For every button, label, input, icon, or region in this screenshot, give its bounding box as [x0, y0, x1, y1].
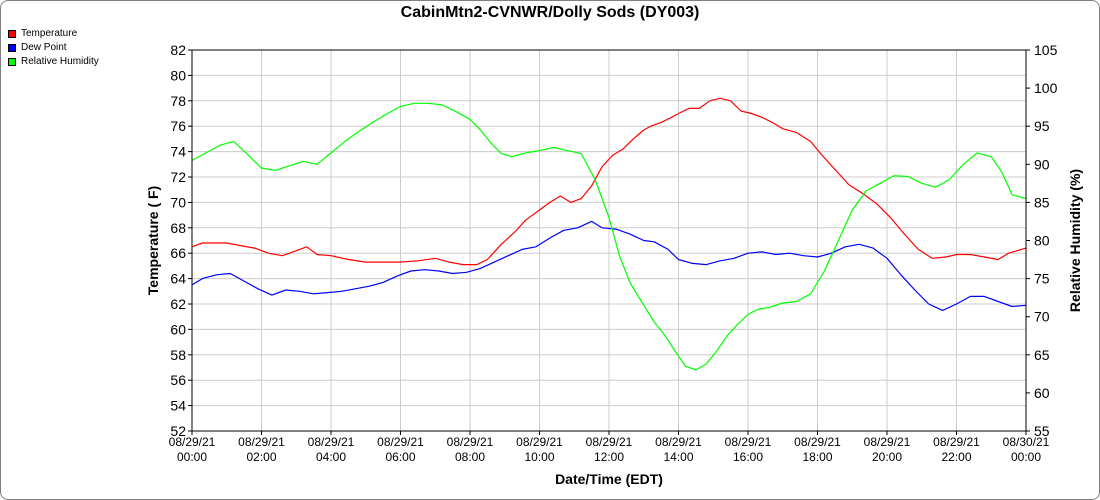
- y2-tick-label: 105: [1034, 42, 1058, 58]
- x-tick-date: 08/29/21: [794, 435, 841, 449]
- legend-item-temperature: Temperature: [8, 27, 99, 41]
- x-tick-time: 06:00: [385, 450, 415, 464]
- series-line-temperature: [191, 97, 1027, 266]
- x-tick-time: 20:00: [872, 450, 902, 464]
- x-tick-date: 08/29/21: [447, 435, 494, 449]
- x-tick-time: 10:00: [524, 450, 554, 464]
- y-tick-label: 74: [170, 144, 186, 160]
- x-tick-date: 08/29/21: [864, 435, 911, 449]
- y-tick-label: 82: [170, 42, 186, 58]
- x-tick-time: 18:00: [802, 450, 832, 464]
- y-tick-label: 60: [170, 321, 186, 337]
- x-tick-time: 12:00: [594, 450, 624, 464]
- y-tick-label: 64: [170, 271, 186, 287]
- y-tick-label: 68: [170, 220, 186, 236]
- series-lines: [191, 97, 1027, 371]
- y2-tick-label: 95: [1034, 118, 1050, 134]
- x-tick-date: 08/29/21: [725, 435, 772, 449]
- y-tick-label: 72: [170, 169, 186, 185]
- right-axis-ticks: 55 60 65 70 75 80 85 90 95 100 105: [1026, 42, 1058, 439]
- x-axis-ticks: 08/29/2100:0008/29/2102:0008/29/2104:000…: [169, 431, 1050, 464]
- x-tick-date: 08/29/21: [655, 435, 702, 449]
- y2-tick-label: 80: [1034, 233, 1050, 249]
- x-tick-date: 08/29/21: [586, 435, 633, 449]
- x-tick-time: 00:00: [177, 450, 207, 464]
- legend-item-relative-humidity: Relative Humidity: [8, 55, 99, 69]
- x-tick-time: 08:00: [455, 450, 485, 464]
- x-tick-date: 08/29/21: [516, 435, 563, 449]
- legend-swatch-temperature: [8, 30, 16, 38]
- y-axis-title: Temperature ( F): [145, 186, 161, 295]
- y2-tick-label: 100: [1034, 80, 1058, 96]
- y-tick-label: 62: [170, 296, 186, 312]
- x-tick-date: 08/29/21: [238, 435, 285, 449]
- x-tick-time: 04:00: [316, 450, 346, 464]
- y2-tick-label: 70: [1034, 309, 1050, 325]
- series-line-relative-humidity: [191, 102, 1027, 371]
- y-tick-label: 70: [170, 194, 186, 210]
- legend-item-dew-point: Dew Point: [8, 41, 99, 55]
- grid-lines: [191, 49, 1027, 432]
- y-tick-label: 56: [170, 372, 186, 388]
- y-tick-label: 78: [170, 93, 186, 109]
- x-tick-date: 08/29/21: [933, 435, 980, 449]
- x-tick-time: 16:00: [733, 450, 763, 464]
- y-tick-label: 54: [170, 398, 186, 414]
- legend-label-dew-point: Dew Point: [21, 42, 67, 53]
- x-tick-time: 00:00: [1011, 450, 1041, 464]
- series-line-dew-point: [191, 220, 1027, 311]
- y-tick-label: 66: [170, 245, 186, 261]
- y-tick-label: 80: [170, 67, 186, 83]
- y-tick-label: 58: [170, 347, 186, 363]
- y2-tick-label: 65: [1034, 347, 1050, 363]
- left-axis-ticks: 52 54 56 58 60 62 64 66 68 70 72 74 76 78 80 82: [170, 42, 192, 439]
- y2-tick-label: 75: [1034, 271, 1050, 287]
- legend-label-temperature: Temperature: [21, 28, 78, 39]
- x-tick-date: 08/29/21: [308, 435, 355, 449]
- x-tick-time: 14:00: [663, 450, 693, 464]
- legend-label-relative-humidity: Relative Humidity: [21, 56, 99, 67]
- y2-axis-title: Relative Humidity (%): [1067, 169, 1083, 312]
- x-tick-date: 08/29/21: [169, 435, 216, 449]
- chart-legend: Temperature Dew Point Relative Humidity: [8, 27, 99, 69]
- x-tick-time: 22:00: [941, 450, 971, 464]
- x-tick-date: 08/30/21: [1003, 435, 1050, 449]
- y-tick-label: 52: [170, 423, 186, 439]
- chart-title: CabinMtn2-CVNWR/Dolly Sods (DY003): [400, 4, 700, 21]
- x-axis-title: Date/Time (EDT): [555, 471, 663, 487]
- y2-tick-label: 85: [1034, 194, 1050, 210]
- x-tick-date: 08/29/21: [377, 435, 424, 449]
- y2-tick-label: 55: [1034, 423, 1050, 439]
- y2-tick-label: 60: [1034, 385, 1050, 401]
- y-tick-label: 76: [170, 118, 186, 134]
- legend-swatch-dew-point: [8, 44, 16, 52]
- legend-swatch-relative-humidity: [8, 58, 16, 66]
- y2-tick-label: 90: [1034, 156, 1050, 172]
- x-tick-time: 02:00: [246, 450, 276, 464]
